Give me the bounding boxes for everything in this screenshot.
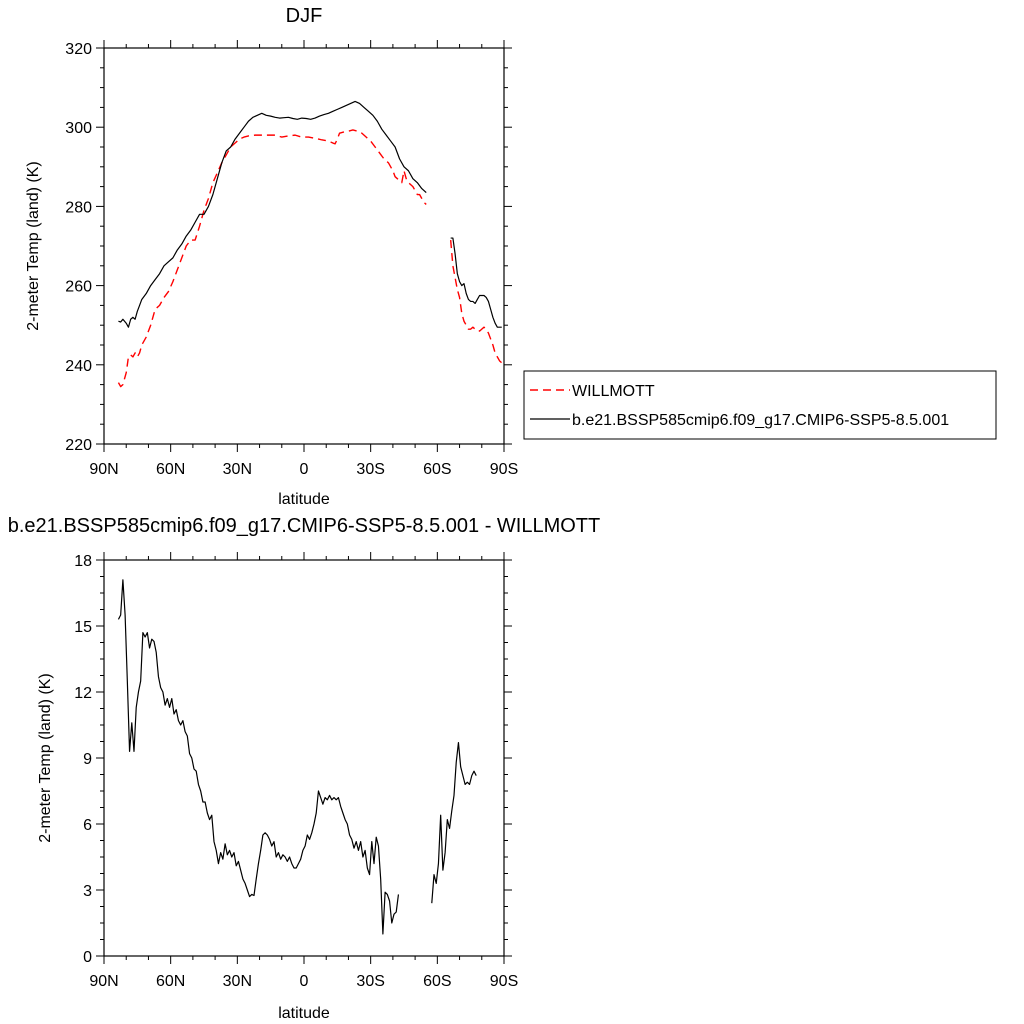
chart-top-series-group	[117, 100, 503, 388]
chart-top-x-ticks: 90N 60N 30N 0 30S 60S 90S	[89, 40, 518, 478]
chart-bottom-title: b.e21.BSSP585cmip6.f09_g17.CMIP6-SSP5-8.…	[8, 515, 601, 537]
chart-bottom-plot-frame	[103, 559, 505, 957]
series-line-model-segment-0	[118, 100, 427, 328]
legend-label-model: b.e21.BSSP585cmip6.f09_g17.CMIP6-SSP5-8.…	[572, 412, 949, 429]
series-line-willmott-segment-0	[117, 129, 427, 388]
x-tick-label: 90S	[490, 973, 518, 990]
y-tick-label: 240	[65, 358, 92, 375]
x-tick-label: 90N	[89, 461, 118, 478]
chart-bottom-x-ticks: 90N 60N 30N 0 30S 60S 90S	[89, 552, 518, 990]
chart-top-title: DJF	[286, 5, 323, 27]
x-tick-label: 90S	[490, 461, 518, 478]
series-line-model-segment-1	[431, 742, 477, 904]
y-tick-label: 280	[65, 199, 92, 216]
x-tick-label: 30N	[223, 973, 252, 990]
y-tick-label: 6	[83, 817, 92, 834]
x-tick-label: 0	[300, 461, 309, 478]
x-tick-label: 30S	[356, 461, 384, 478]
x-tick-label: 60N	[156, 461, 185, 478]
chart-bottom-y-ticks: 0 3 6 9 12 15 18	[74, 553, 512, 966]
chart-top-y-ticks: 220 240 260 280 300 320	[65, 41, 512, 454]
legend-label-willmott: WILLMOTT	[572, 383, 655, 400]
x-tick-label: 60N	[156, 973, 185, 990]
x-tick-label: 0	[300, 973, 309, 990]
y-tick-label: 18	[74, 553, 92, 570]
y-tick-label: 0	[83, 949, 92, 966]
legend-box	[523, 370, 997, 440]
series-line-model-segment-1	[450, 237, 502, 328]
y-tick-label: 220	[65, 437, 92, 454]
chart-bottom-x-axis-label: latitude	[278, 1005, 330, 1022]
chart-top-x-axis-label: latitude	[278, 491, 330, 508]
y-tick-label: 300	[65, 120, 92, 137]
chart-bottom: b.e21.BSSP585cmip6.f09_g17.CMIP6-SSP5-8.…	[8, 515, 601, 1022]
series-line-willmott-segment-1	[449, 239, 503, 364]
x-tick-label: 60S	[423, 973, 451, 990]
chart-bottom-series-group	[117, 579, 477, 935]
x-tick-label: 60S	[423, 461, 451, 478]
chart-bottom-y-axis-label: 2-meter Temp (land) (K)	[37, 673, 54, 843]
y-tick-label: 320	[65, 41, 92, 58]
x-tick-label: 30N	[223, 461, 252, 478]
series-line-model-segment-0	[117, 579, 400, 935]
y-tick-label: 12	[74, 685, 92, 702]
chart-top-plot-frame	[103, 47, 505, 445]
chart-top-legend: WILLMOTT b.e21.BSSP585cmip6.f09_g17.CMIP…	[523, 370, 997, 440]
y-tick-label: 260	[65, 279, 92, 296]
y-tick-label: 15	[74, 619, 92, 636]
x-tick-label: 30S	[356, 973, 384, 990]
y-tick-label: 9	[83, 751, 92, 768]
x-tick-label: 90N	[89, 973, 118, 990]
y-tick-label: 3	[83, 883, 92, 900]
chart-top-y-axis-label: 2-meter Temp (land) (K)	[25, 161, 42, 331]
